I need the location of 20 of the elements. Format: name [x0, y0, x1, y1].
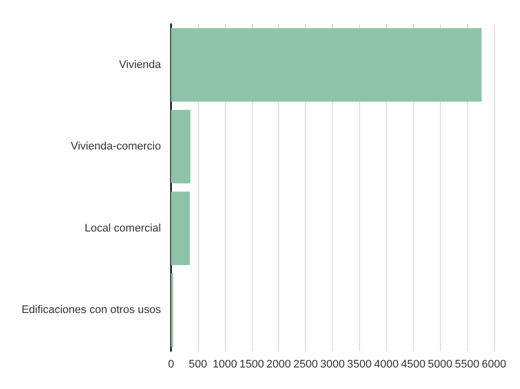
x-tick-label: 1000	[212, 358, 238, 370]
x-tick-label: 2000	[266, 358, 291, 370]
bar	[171, 28, 482, 102]
x-tick-label: 1500	[240, 358, 264, 370]
x-tick-label: 2500	[293, 358, 318, 370]
y-tick-label: Vivienda	[119, 58, 162, 71]
x-tick-label: 5500	[454, 358, 480, 370]
x-tick-label: 6000	[482, 358, 506, 370]
y-tick-label: Edificaciones con otros usos	[22, 304, 162, 316]
x-tick-label: 0	[168, 358, 174, 370]
y-tick-label: Vivienda-comercio	[70, 140, 161, 153]
x-tick-label: 5000	[428, 358, 452, 370]
bar	[171, 110, 190, 184]
y-tick-label: Local comercial	[84, 222, 161, 234]
x-tick-label: 3500	[347, 358, 372, 370]
bar	[171, 192, 190, 266]
x-tick-label: 4000	[374, 358, 399, 370]
x-tick-label: 500	[188, 358, 208, 370]
x-tick-label: 4500	[401, 358, 426, 370]
x-tick-label: 3000	[320, 358, 345, 370]
